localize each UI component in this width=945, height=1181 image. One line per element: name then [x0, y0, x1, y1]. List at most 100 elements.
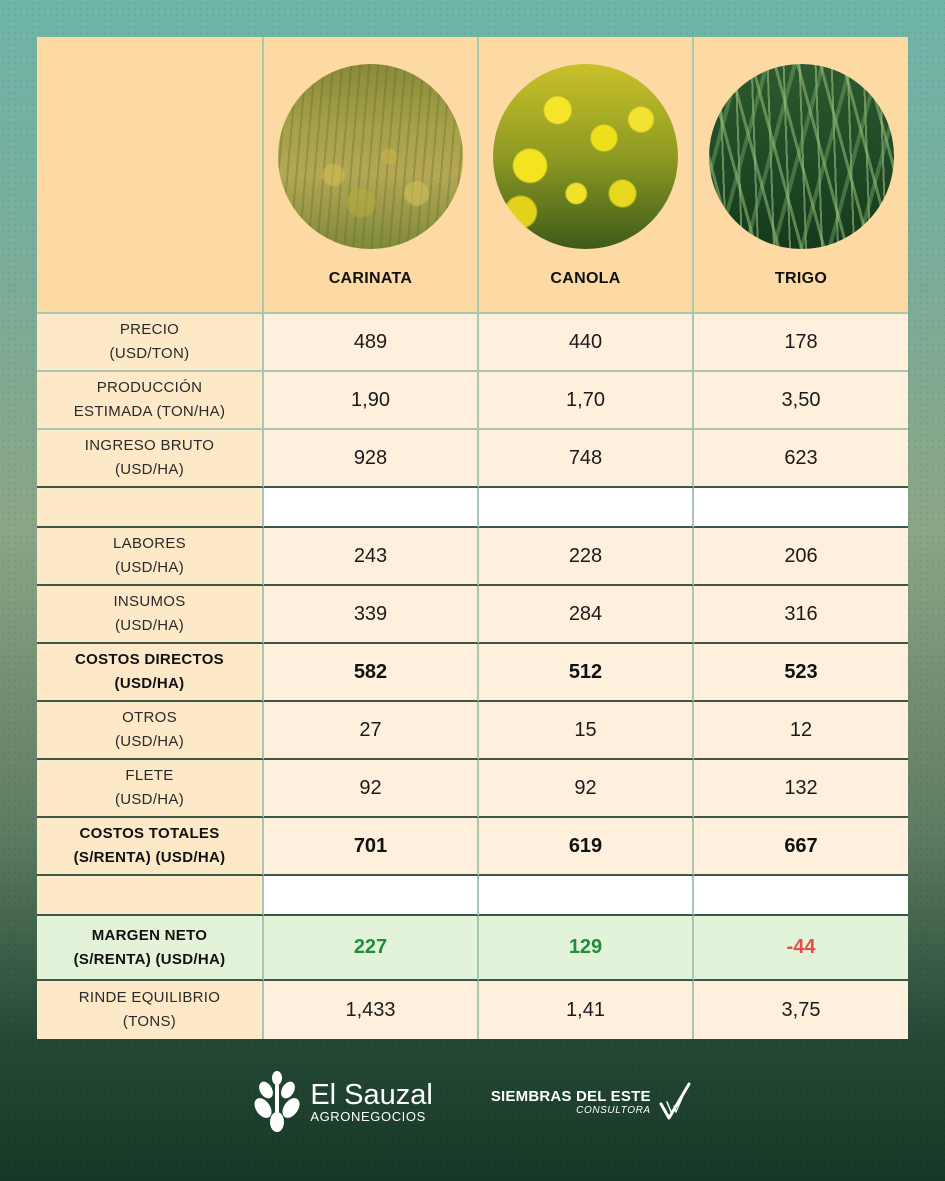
cell-value: 3,50	[781, 388, 821, 411]
row-label-line: ESTIMADA (TON/HA)	[73, 403, 226, 420]
cell-value-positive: 129	[568, 936, 603, 958]
cell-value: 228	[568, 544, 603, 567]
cell-value: 316	[784, 602, 818, 625]
row-label: OTROS (USD/HA)	[37, 702, 264, 760]
row-label-line: (USD/TON)	[109, 345, 190, 362]
crop-comparison-table: CARINATA CANOLA TRIGO PRECIO (USD/TON) 48…	[37, 37, 908, 1039]
row-label: INGRESO BRUTO (USD/HA)	[37, 430, 264, 488]
cell-value: 1,70	[566, 388, 605, 411]
table-cell: -44	[694, 916, 908, 981]
table-cell: 1,90	[264, 372, 479, 430]
cell-value: 92	[574, 776, 597, 799]
row-label-line: MARGEN NETO	[91, 926, 208, 944]
table-cell: 3,50	[694, 372, 908, 430]
cell-value: 12	[789, 718, 813, 741]
cell-value: 243	[353, 544, 388, 567]
row-label-line: (USD/HA)	[114, 617, 185, 634]
cell-value: 178	[784, 330, 818, 353]
table-cell: 92	[479, 760, 694, 818]
header-crop-canola: CANOLA	[479, 37, 694, 314]
cell-value: 489	[353, 330, 388, 353]
spacer-cell	[694, 876, 908, 916]
row-label: FLETE (USD/HA)	[37, 760, 264, 818]
row-label: MARGEN NETO (S/RENTA) (USD/HA)	[37, 916, 264, 981]
cell-value: 15	[574, 718, 597, 741]
row-label: COSTOS TOTALES (S/RENTA) (USD/HA)	[37, 818, 264, 876]
cell-value: 92	[359, 776, 382, 799]
crop-name: TRIGO	[774, 270, 828, 287]
row-label-line: PRECIO	[119, 321, 180, 338]
cell-value: 3,75	[781, 998, 821, 1021]
table-row: PRODUCCIÓN ESTIMADA (TON/HA) 1,90 1,70 3,…	[37, 372, 908, 430]
table-cell: 12	[694, 702, 908, 760]
brand2-subtitle: CONSULTORA	[576, 1105, 651, 1116]
cell-value: 667	[784, 834, 818, 857]
cell-value-negative: -44	[786, 936, 816, 958]
table-row: INGRESO BRUTO (USD/HA) 928 748 623	[37, 430, 908, 488]
table-cell: 243	[264, 528, 479, 586]
cell-value: 1,90	[351, 388, 390, 411]
table-cell: 523	[694, 644, 908, 702]
header-empty-cell	[37, 37, 264, 314]
table-row: COSTOS DIRECTOS (USD/HA) 582 512 523	[37, 644, 908, 702]
table-cell: 489	[264, 314, 479, 372]
spacer-cell	[264, 876, 479, 916]
trigo-photo	[708, 64, 894, 249]
table-cell: 132	[694, 760, 908, 818]
siembras-del-este-logo: SIEMBRAS DEL ESTE CONSULTORA	[491, 1082, 693, 1122]
row-label-line: (USD/HA)	[114, 791, 185, 808]
row-label: PRECIO (USD/TON)	[37, 314, 264, 372]
table-row: PRECIO (USD/TON) 489 440 178	[37, 314, 908, 372]
cell-value: 1,41	[566, 998, 605, 1021]
row-label-line: (USD/HA)	[114, 675, 185, 692]
cell-value: 284	[568, 602, 603, 625]
table-cell: 15	[479, 702, 694, 760]
table-cell: 27	[264, 702, 479, 760]
row-label-line: RINDE EQUILIBRIO	[78, 989, 221, 1006]
spacer-cell	[479, 876, 694, 916]
header-crop-trigo: TRIGO	[694, 37, 908, 314]
brand2-name: SIEMBRAS DEL ESTE	[490, 1088, 651, 1105]
row-label-line: FLETE	[125, 767, 174, 784]
table-cell: 92	[264, 760, 479, 818]
table-cell: 623	[694, 430, 908, 488]
spacer-cell	[479, 488, 694, 528]
brand1-subtitle: AGRONEGOCIOS	[310, 1108, 426, 1124]
brand1-name: El Sauzal	[310, 1078, 433, 1111]
table-cell: 316	[694, 586, 908, 644]
cell-value: 523	[784, 660, 818, 683]
row-label: LABORES (USD/HA)	[37, 528, 264, 586]
row-label: INSUMOS (USD/HA)	[37, 586, 264, 644]
table-row-margin: MARGEN NETO (S/RENTA) (USD/HA) 227 129 -4…	[37, 916, 908, 981]
cell-value: 206	[784, 544, 818, 567]
el-sauzal-logo: El Sauzal AGRONEGOCIOS	[252, 1070, 433, 1134]
table-cell: 206	[694, 528, 908, 586]
table-cell: 928	[264, 430, 479, 488]
row-label-line: (TONS)	[122, 1013, 177, 1030]
table-cell: 512	[479, 644, 694, 702]
cell-value: 1,433	[345, 998, 396, 1021]
row-label-line: INGRESO BRUTO	[84, 437, 215, 454]
cell-value: 440	[568, 330, 603, 353]
canola-photo	[493, 64, 678, 249]
row-label-line: (USD/HA)	[114, 559, 185, 576]
row-label-line: PRODUCCIÓN	[96, 379, 203, 396]
row-label-line: INSUMOS	[113, 593, 186, 610]
spacer-row	[37, 488, 908, 528]
table-row: INSUMOS (USD/HA) 339 284 316	[37, 586, 908, 644]
row-label-line: (USD/HA)	[114, 733, 185, 750]
table-cell: 339	[264, 586, 479, 644]
table-cell: 3,75	[694, 981, 908, 1039]
cell-value: 582	[353, 660, 388, 683]
table-cell: 667	[694, 818, 908, 876]
table-cell: 701	[264, 818, 479, 876]
cell-value: 339	[353, 602, 388, 625]
table-cell: 227	[264, 916, 479, 981]
table-cell: 440	[479, 314, 694, 372]
crop-name: CARINATA	[328, 270, 413, 287]
cell-value: 619	[568, 834, 603, 857]
spacer-cell	[694, 488, 908, 528]
row-label-line: COSTOS TOTALES	[79, 825, 220, 842]
table-cell: 1,433	[264, 981, 479, 1039]
footer-logos: El Sauzal AGRONEGOCIOS SIEMBRAS DEL ESTE…	[0, 1070, 945, 1134]
